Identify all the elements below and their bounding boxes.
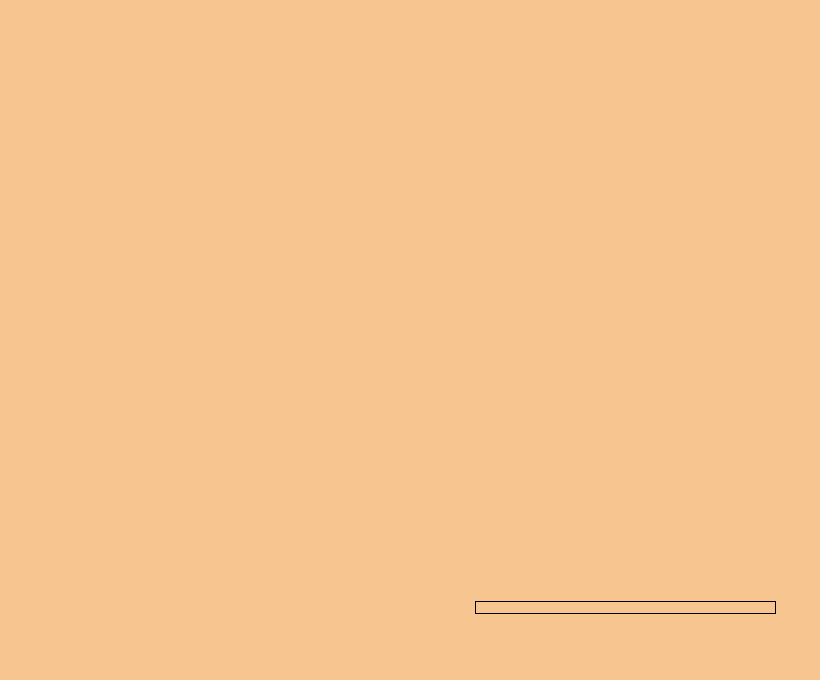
colorbar-gradient [475,601,776,614]
depth-contour-sample-line [293,621,345,623]
